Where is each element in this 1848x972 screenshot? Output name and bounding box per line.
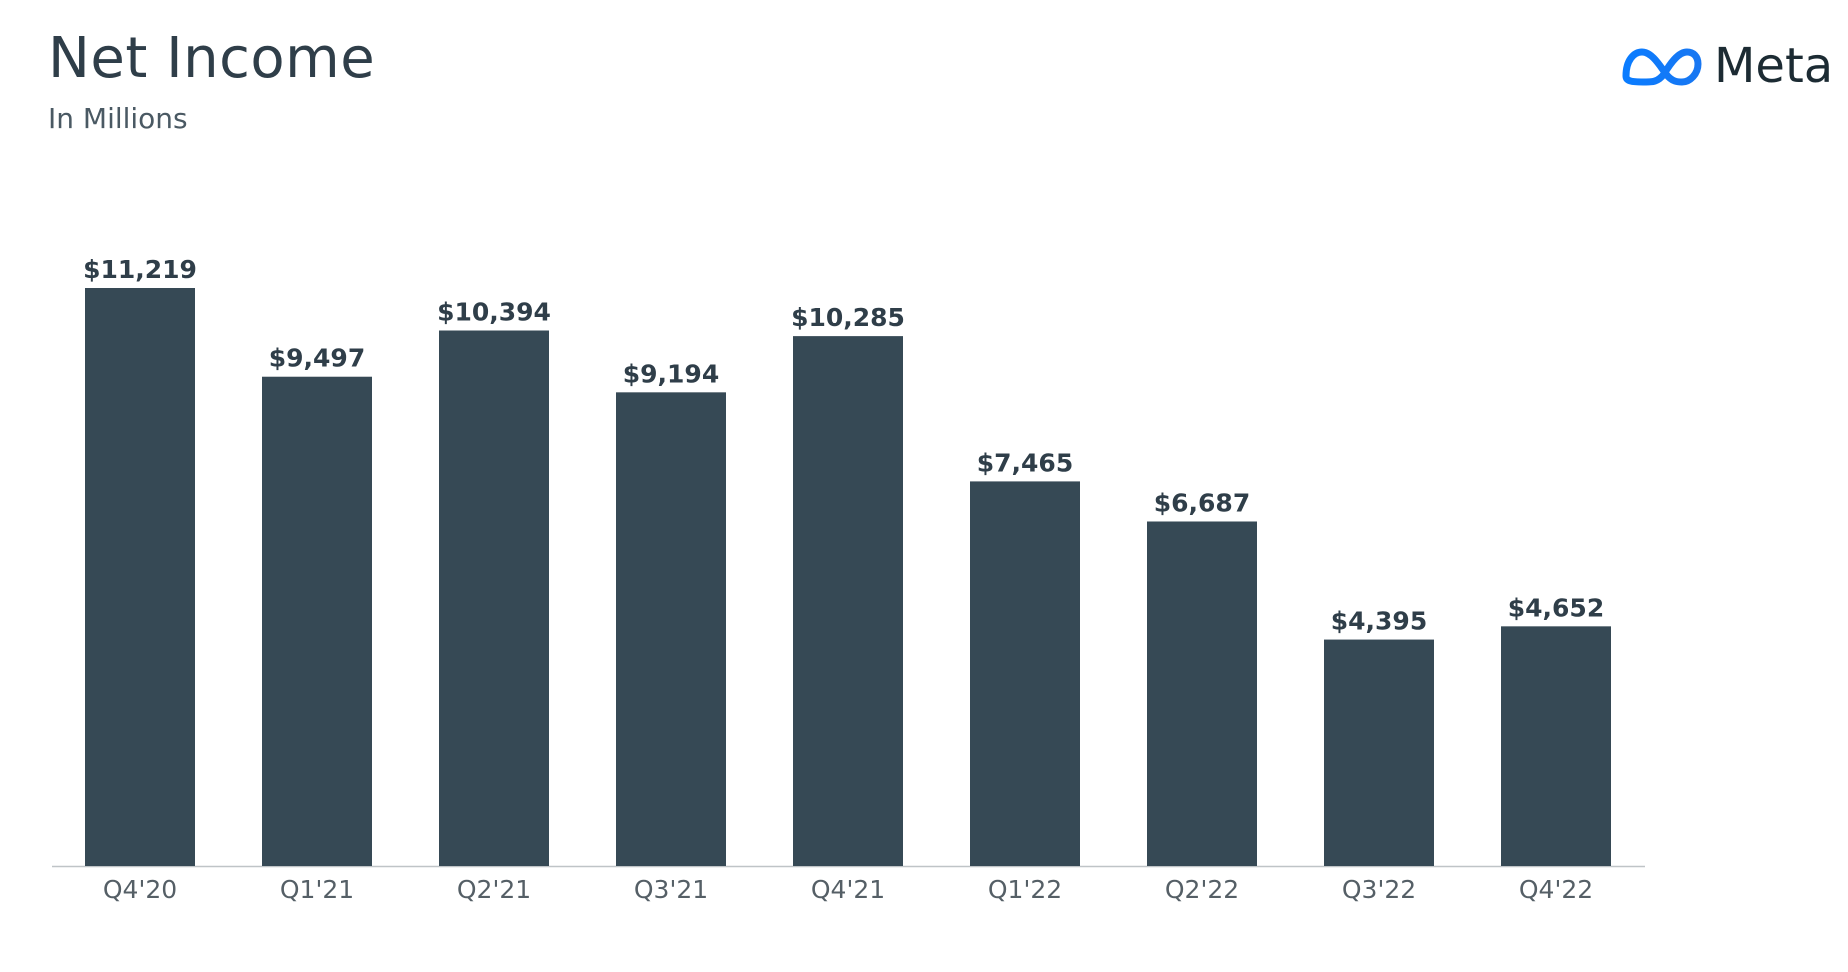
bar	[1501, 626, 1611, 866]
bar	[1147, 521, 1257, 866]
data-label: $4,395	[1331, 607, 1427, 636]
bar	[85, 288, 195, 866]
meta-logo: Meta	[1620, 38, 1833, 94]
data-label: $10,394	[437, 298, 551, 327]
chart-title: Net Income	[48, 26, 376, 91]
x-tick-label: Q3'22	[1342, 875, 1416, 904]
x-tick-label: Q2'21	[457, 875, 531, 904]
meta-infinity-logo-icon	[1622, 48, 1702, 86]
bar	[1324, 639, 1434, 866]
x-tick-label: Q1'22	[988, 875, 1062, 904]
data-label: $7,465	[977, 448, 1073, 477]
x-tick-label: Q4'20	[103, 875, 177, 904]
bar	[793, 336, 903, 866]
data-label: $9,194	[623, 359, 719, 388]
x-tick-label: Q2'22	[1165, 875, 1239, 904]
x-tick-label: Q4'22	[1519, 875, 1593, 904]
bar	[970, 481, 1080, 866]
meta-logo-text: Meta	[1714, 38, 1834, 94]
data-label: $9,497	[269, 344, 365, 373]
bar	[616, 392, 726, 866]
data-label: $4,652	[1508, 593, 1604, 622]
x-tick-label: Q1'21	[280, 875, 354, 904]
chart-subtitle: In Millions	[48, 102, 188, 135]
x-tick-label: Q3'21	[634, 875, 708, 904]
x-tick-label: Q4'21	[811, 875, 885, 904]
data-label: $11,219	[83, 255, 197, 284]
bar	[439, 330, 549, 866]
bar	[262, 376, 372, 866]
data-label: $10,285	[791, 303, 905, 332]
data-label: $6,687	[1154, 488, 1250, 517]
